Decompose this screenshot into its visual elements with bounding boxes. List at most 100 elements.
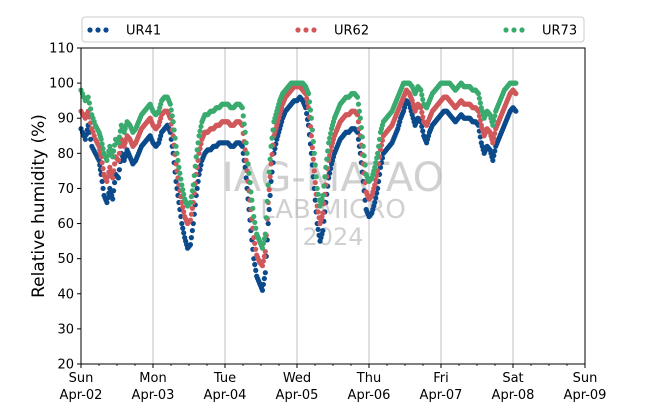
watermark-line3: 2024	[302, 223, 363, 251]
data-point	[175, 157, 181, 163]
data-point	[266, 187, 272, 193]
data-point	[194, 185, 200, 192]
data-point	[181, 209, 187, 215]
data-point	[239, 143, 245, 149]
data-point	[355, 101, 362, 107]
y-tick-label: 100	[49, 77, 74, 92]
y-tick-label: 60	[57, 217, 74, 232]
y-axis-label: Relative humidity (%)	[29, 114, 49, 298]
legend-marker	[519, 27, 525, 33]
data-point	[490, 140, 496, 146]
data-point	[180, 225, 186, 231]
data-point	[188, 235, 194, 241]
data-points	[78, 80, 519, 293]
data-point	[112, 142, 118, 148]
data-point	[309, 144, 315, 151]
data-point	[357, 115, 363, 121]
data-point	[249, 197, 255, 203]
legend-label: UR41	[126, 24, 161, 39]
data-point	[116, 134, 122, 140]
data-point	[373, 195, 379, 201]
data-point	[99, 160, 105, 166]
data-point	[100, 146, 106, 152]
data-point	[311, 168, 317, 174]
data-point	[178, 213, 184, 220]
data-point	[190, 220, 196, 227]
y-tick-label: 110	[49, 42, 74, 57]
data-point	[253, 267, 259, 273]
data-point	[240, 113, 246, 119]
data-point	[177, 170, 183, 176]
data-point	[104, 157, 110, 163]
data-point	[173, 143, 179, 149]
data-point	[325, 148, 331, 154]
data-point	[308, 133, 314, 139]
data-point	[312, 197, 318, 203]
x-tick-label-date: Apr-06	[348, 388, 391, 403]
x-tick-label-date: Apr-02	[60, 388, 103, 403]
data-point	[513, 91, 519, 97]
data-point	[169, 113, 175, 119]
data-point	[105, 153, 111, 159]
data-point	[82, 136, 88, 142]
data-point	[168, 107, 174, 113]
data-point	[242, 129, 248, 135]
data-point	[304, 110, 310, 117]
data-point	[420, 96, 426, 103]
data-point	[490, 122, 496, 128]
series-UR73	[78, 80, 519, 251]
data-point	[361, 153, 367, 159]
x-tick-label-date: Apr-09	[564, 388, 607, 403]
data-point	[310, 139, 316, 145]
x-tick-label-day: Sun	[69, 371, 94, 386]
x-axis: Sun Apr-02 Mon Apr-03 Tue Apr-04 Wed Apr-05 Thu A…	[60, 364, 607, 403]
data-point	[327, 170, 333, 176]
legend: UR41 UR62 UR73	[81, 16, 585, 43]
data-point	[324, 156, 330, 162]
data-point	[244, 150, 250, 156]
data-point	[315, 226, 321, 233]
data-point	[259, 245, 266, 251]
data-point	[190, 182, 196, 188]
data-point	[309, 127, 315, 133]
data-point	[358, 124, 364, 131]
legend-marker	[87, 27, 93, 33]
data-point	[99, 178, 105, 185]
data-point	[374, 155, 380, 161]
data-point	[268, 161, 274, 167]
data-point	[104, 178, 110, 185]
data-point	[104, 199, 110, 206]
data-point	[323, 164, 329, 170]
data-point	[307, 107, 314, 113]
data-point	[116, 167, 122, 173]
data-point	[253, 246, 259, 252]
data-point	[181, 230, 187, 236]
data-point	[187, 217, 194, 223]
data-point	[194, 147, 200, 153]
x-tick-label-date: Apr-05	[276, 388, 319, 403]
data-point	[111, 188, 117, 194]
data-point	[252, 219, 258, 225]
data-point	[241, 121, 247, 127]
series-UR62	[78, 84, 519, 269]
data-point	[259, 263, 266, 269]
x-tick-label-date: Apr-08	[492, 388, 535, 403]
data-point	[189, 188, 195, 194]
data-point	[328, 130, 334, 137]
data-point	[261, 275, 267, 282]
data-point	[375, 185, 381, 192]
data-point	[115, 140, 122, 146]
data-point	[322, 174, 328, 180]
data-point	[252, 240, 258, 247]
data-point	[193, 154, 199, 160]
data-point	[492, 148, 498, 154]
data-point	[252, 261, 258, 268]
data-point	[306, 99, 313, 105]
data-point	[490, 157, 496, 163]
y-tick-label: 80	[57, 147, 74, 162]
data-point	[492, 130, 498, 137]
data-point	[188, 194, 194, 200]
x-tick-label-day: Wed	[283, 371, 311, 386]
data-point	[513, 108, 519, 114]
